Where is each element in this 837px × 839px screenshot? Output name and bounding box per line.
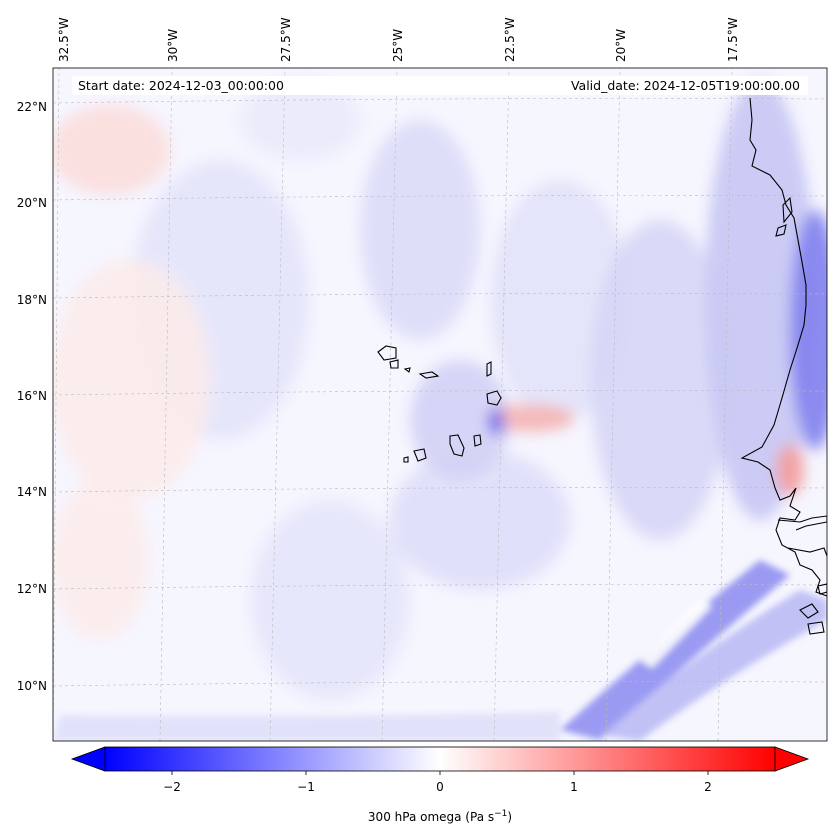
lat-tick-label: 14°N <box>17 485 47 499</box>
colorbar-tick-label: 2 <box>704 780 712 794</box>
lat-tick-label: 16°N <box>17 389 47 403</box>
lon-tick-label: 27.5°W <box>279 17 293 62</box>
colorbar-tick-label: −2 <box>163 780 181 794</box>
lon-tick-label: 22.5°W <box>503 17 517 62</box>
colorbar-label-main: 300 hPa omega (Pa s <box>368 810 494 824</box>
coastline <box>377 97 827 635</box>
island-sao-nicolau <box>418 371 440 379</box>
colorbar-extend-left <box>70 746 106 772</box>
gridlines <box>53 68 827 741</box>
lat-tick-label: 18°N <box>17 293 47 307</box>
island-santo-antao <box>377 345 397 361</box>
colorbar-tick-label: 1 <box>570 780 578 794</box>
lat-tick-label: 12°N <box>17 582 47 596</box>
colorbar-label-sup: −1 <box>494 809 507 819</box>
lon-tick-label: 20°W <box>614 29 628 62</box>
lat-tick-label: 22°N <box>17 100 47 114</box>
lon-tick-label: 17.5°W <box>726 17 740 62</box>
colorbar-extend-right <box>774 746 810 772</box>
start-date-label: Start date: 2024-12-03_00:00:00 <box>78 78 284 93</box>
island-fogo <box>413 448 427 462</box>
lon-tick-label: 32.5°W <box>57 17 71 62</box>
lat-tick-label: 10°N <box>17 679 47 693</box>
omega-field <box>53 68 827 741</box>
colorbar: −2 −1 0 1 2 300 hPa omega (Pa s−1) <box>70 746 810 824</box>
colorbar-axis-label: 300 hPa omega (Pa s−1) <box>368 809 512 824</box>
island-maio <box>473 434 482 447</box>
lat-tick-label: 20°N <box>17 196 47 210</box>
africa-coastline <box>740 97 827 597</box>
colorbar-gradient <box>104 746 776 772</box>
colorbar-tick-label: 0 <box>436 780 444 794</box>
lon-tick-label: 30°W <box>166 29 180 62</box>
island-sao-vicente <box>389 359 399 369</box>
lon-tick-labels: 32.5°W 30°W 27.5°W 25°W 22.5°W 20°W 17.5… <box>57 17 740 62</box>
colorbar-label-end: ) <box>507 810 512 824</box>
info-strip <box>72 76 808 95</box>
lat-tick-labels: 22°N 20°N 18°N 16°N 14°N 12°N 10°N <box>17 100 47 693</box>
island-sal <box>486 361 492 377</box>
island-santiago <box>449 434 465 457</box>
island-boa-vista <box>486 390 502 406</box>
map-frame <box>52 67 828 742</box>
colorbar-tick-label: −1 <box>297 780 315 794</box>
island-brava <box>403 456 409 463</box>
lon-tick-label: 25°W <box>391 29 405 62</box>
island-santa-luzia <box>403 367 411 373</box>
colorbar-ticks <box>171 771 709 775</box>
valid-date-label: Valid_date: 2024-12-05T19:00:00.00 <box>571 78 800 93</box>
